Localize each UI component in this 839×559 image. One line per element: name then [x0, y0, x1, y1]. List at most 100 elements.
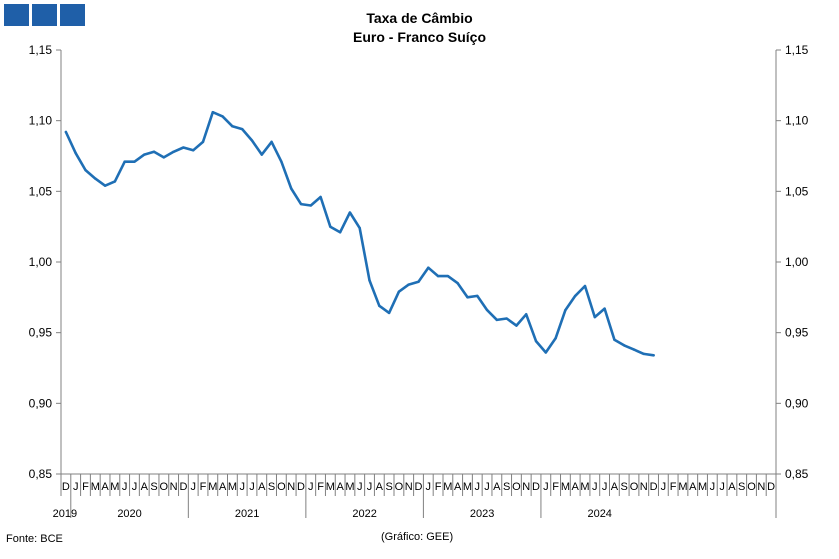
- data-point: [250, 139, 254, 142]
- year-label: 2019: [53, 508, 77, 520]
- month-label: J: [592, 481, 598, 493]
- source-note: Fonte: BCE: [6, 533, 63, 545]
- y-tick-label: 1,15: [785, 43, 809, 57]
- logo-block-3: [60, 4, 85, 26]
- month-label: D: [62, 481, 70, 493]
- month-label: M: [228, 481, 237, 493]
- data-point: [525, 313, 528, 316]
- data-point: [270, 140, 273, 144]
- month-label: A: [689, 481, 697, 493]
- data-point: [182, 146, 185, 149]
- month-label: S: [385, 481, 392, 493]
- month-label: M: [91, 481, 100, 493]
- data-point: [84, 168, 87, 172]
- month-label: J: [719, 481, 725, 493]
- month-label: A: [219, 481, 227, 493]
- data-point: [113, 180, 117, 183]
- data-point: [289, 187, 293, 190]
- month-label: A: [611, 481, 619, 493]
- month-label: J: [239, 481, 245, 493]
- data-point: [231, 125, 234, 128]
- month-label: O: [395, 481, 404, 493]
- data-point: [378, 304, 381, 308]
- month-label: D: [297, 481, 305, 493]
- data-point: [417, 280, 420, 283]
- month-label: F: [82, 481, 89, 493]
- year-label: 2021: [235, 508, 259, 520]
- month-label: J: [710, 481, 716, 493]
- data-point: [505, 317, 508, 320]
- data-point: [583, 284, 587, 288]
- data-point: [642, 352, 645, 356]
- y-tick-label: 1,10: [29, 114, 53, 128]
- data-point: [476, 294, 479, 298]
- data-point: [407, 283, 410, 286]
- data-point: [397, 290, 401, 293]
- data-point: [162, 156, 166, 159]
- month-label: F: [552, 481, 559, 493]
- year-label: 2020: [117, 508, 141, 520]
- month-label: J: [190, 481, 196, 493]
- series-line: [64, 110, 655, 357]
- data-point: [544, 351, 548, 354]
- month-label: M: [443, 481, 452, 493]
- month-label: J: [426, 481, 432, 493]
- data-point: [622, 344, 626, 347]
- data-point: [387, 311, 391, 315]
- month-label: M: [698, 481, 707, 493]
- month-label: D: [767, 481, 775, 493]
- data-point: [280, 160, 283, 163]
- month-label: A: [336, 481, 344, 493]
- month-label: S: [503, 481, 510, 493]
- y-axis-left: 0,85 0,90 0,95 1,00 1,05 1,10 1,15: [29, 43, 61, 481]
- month-label: M: [463, 481, 472, 493]
- year-label: 2024: [587, 508, 611, 520]
- data-point: [554, 337, 557, 340]
- month-label: S: [621, 481, 628, 493]
- data-point: [485, 308, 489, 312]
- month-label: J: [357, 481, 363, 493]
- month-label: N: [405, 481, 413, 493]
- month-label: J: [602, 481, 608, 493]
- data-point: [632, 348, 636, 351]
- month-label: D: [179, 481, 187, 493]
- month-label: O: [747, 481, 756, 493]
- month-label: S: [268, 481, 275, 493]
- month-label: M: [345, 481, 354, 493]
- month-label: N: [287, 481, 295, 493]
- month-label: A: [101, 481, 109, 493]
- month-label: J: [308, 481, 314, 493]
- month-label: J: [661, 481, 667, 493]
- month-label: A: [376, 481, 384, 493]
- month-label: N: [640, 481, 648, 493]
- data-point: [348, 211, 352, 214]
- data-point: [64, 130, 68, 134]
- data-point: [240, 127, 244, 131]
- data-point: [466, 296, 469, 299]
- data-point: [211, 110, 215, 114]
- data-point: [613, 338, 616, 341]
- month-label: A: [572, 481, 580, 493]
- y-tick-label: 0,95: [785, 326, 809, 340]
- logo-block-2: [32, 4, 57, 26]
- data-point: [309, 204, 312, 207]
- data-point: [319, 195, 322, 199]
- data-point: [123, 160, 126, 163]
- data-point: [534, 339, 538, 343]
- month-label: A: [493, 481, 501, 493]
- month-label: A: [728, 481, 736, 493]
- data-point: [172, 150, 175, 153]
- year-label: 2022: [352, 508, 376, 520]
- month-label: N: [757, 481, 765, 493]
- data-point: [201, 140, 205, 144]
- month-label: F: [317, 481, 324, 493]
- data-point: [436, 274, 440, 278]
- y-tick-label: 0,85: [29, 467, 53, 481]
- year-label: 2023: [470, 508, 494, 520]
- month-label: M: [580, 481, 589, 493]
- y-tick-label: 1,00: [29, 255, 53, 269]
- month-label: M: [326, 481, 335, 493]
- y-tick-label: 0,90: [785, 396, 809, 410]
- month-label: J: [132, 481, 138, 493]
